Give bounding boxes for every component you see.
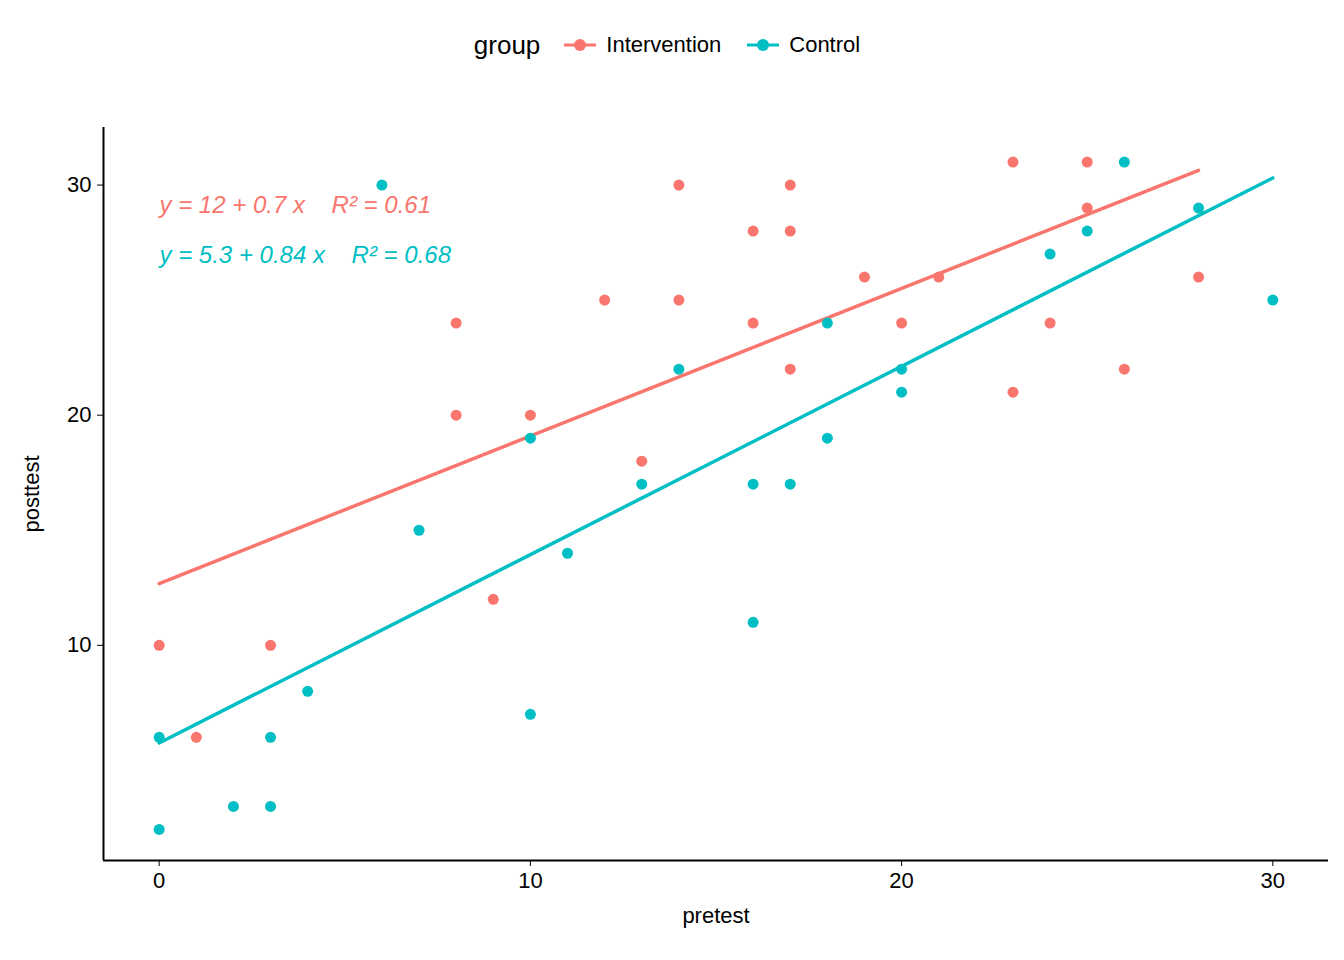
html-text:Control: Control xyxy=(789,32,861,57)
svg-text:30: 30 xyxy=(67,172,91,197)
svg-text:pretest: pretest xyxy=(682,903,749,928)
svg-text:10: 10 xyxy=(67,632,91,657)
svg-text:y = 12 + 0.7 x R² = 0.61: y = 12 + 0.7 x R² = 0.61 xyxy=(158,191,432,218)
svg-text:20: 20 xyxy=(67,402,91,427)
html-text:group: group xyxy=(473,29,541,60)
svg-text:20: 20 xyxy=(889,868,913,893)
svg-text:posttest: posttest xyxy=(19,455,44,532)
svg-text:0: 0 xyxy=(153,868,165,893)
svg-text:10: 10 xyxy=(518,868,542,893)
html-text:Intervention: Intervention xyxy=(606,32,722,57)
svg-text:30: 30 xyxy=(1261,868,1285,893)
svg-text:y = 5.3 + 0.84 x R² = 0.68: y = 5.3 + 0.84 x R² = 0.68 xyxy=(158,241,452,268)
